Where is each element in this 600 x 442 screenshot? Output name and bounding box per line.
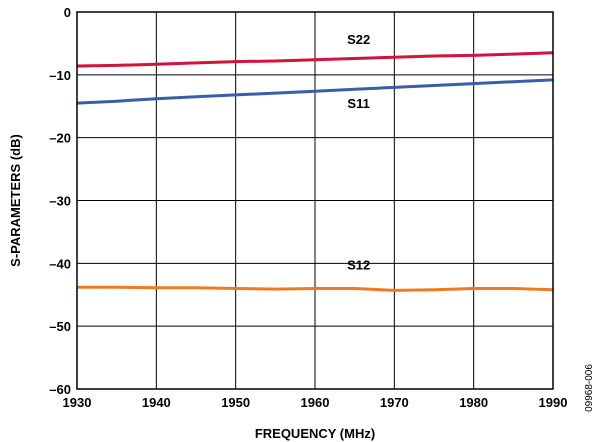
x-tick-labels: 1930 1940 1950 1960 1970 1980 1990	[63, 395, 568, 410]
y-axis-label: S-PARAMETERS (dB)	[8, 134, 23, 267]
x-tick-label: 1960	[301, 395, 330, 410]
series-line-s11	[76, 78, 554, 105]
series-label-s11: S11	[347, 96, 369, 111]
x-tick-label: 1980	[459, 395, 488, 410]
y-tick-labels: 0 –10 –20 –30 –40 –50 –60	[49, 5, 71, 397]
y-tick-label: –50	[49, 319, 71, 334]
series-label-s22: S22	[347, 32, 370, 47]
figure-id: 09968-006	[584, 364, 595, 412]
x-axis-label: FREQUENCY (MHz)	[255, 426, 375, 441]
y-tick-label: –40	[49, 256, 71, 271]
series-line-s12	[77, 285, 554, 292]
y-tick-label: –60	[49, 382, 71, 397]
y-tick-label: 0	[64, 5, 71, 20]
x-tick-label: 1990	[539, 395, 568, 410]
series-labels: S22 S11 S12	[347, 32, 370, 273]
x-tick-label: 1930	[63, 395, 92, 410]
grid	[77, 12, 553, 389]
plot-frame	[76, 11, 554, 390]
y-tick-label: –20	[49, 131, 71, 146]
series-label-s12: S12	[347, 258, 370, 273]
x-tick-label: 1940	[142, 395, 171, 410]
series-line-s22	[76, 51, 554, 68]
x-tick-label: 1970	[380, 395, 409, 410]
y-tick-label: –10	[49, 68, 71, 83]
x-tick-label: 1950	[221, 395, 250, 410]
series-layer	[76, 51, 554, 292]
y-tick-label: –30	[49, 194, 71, 209]
